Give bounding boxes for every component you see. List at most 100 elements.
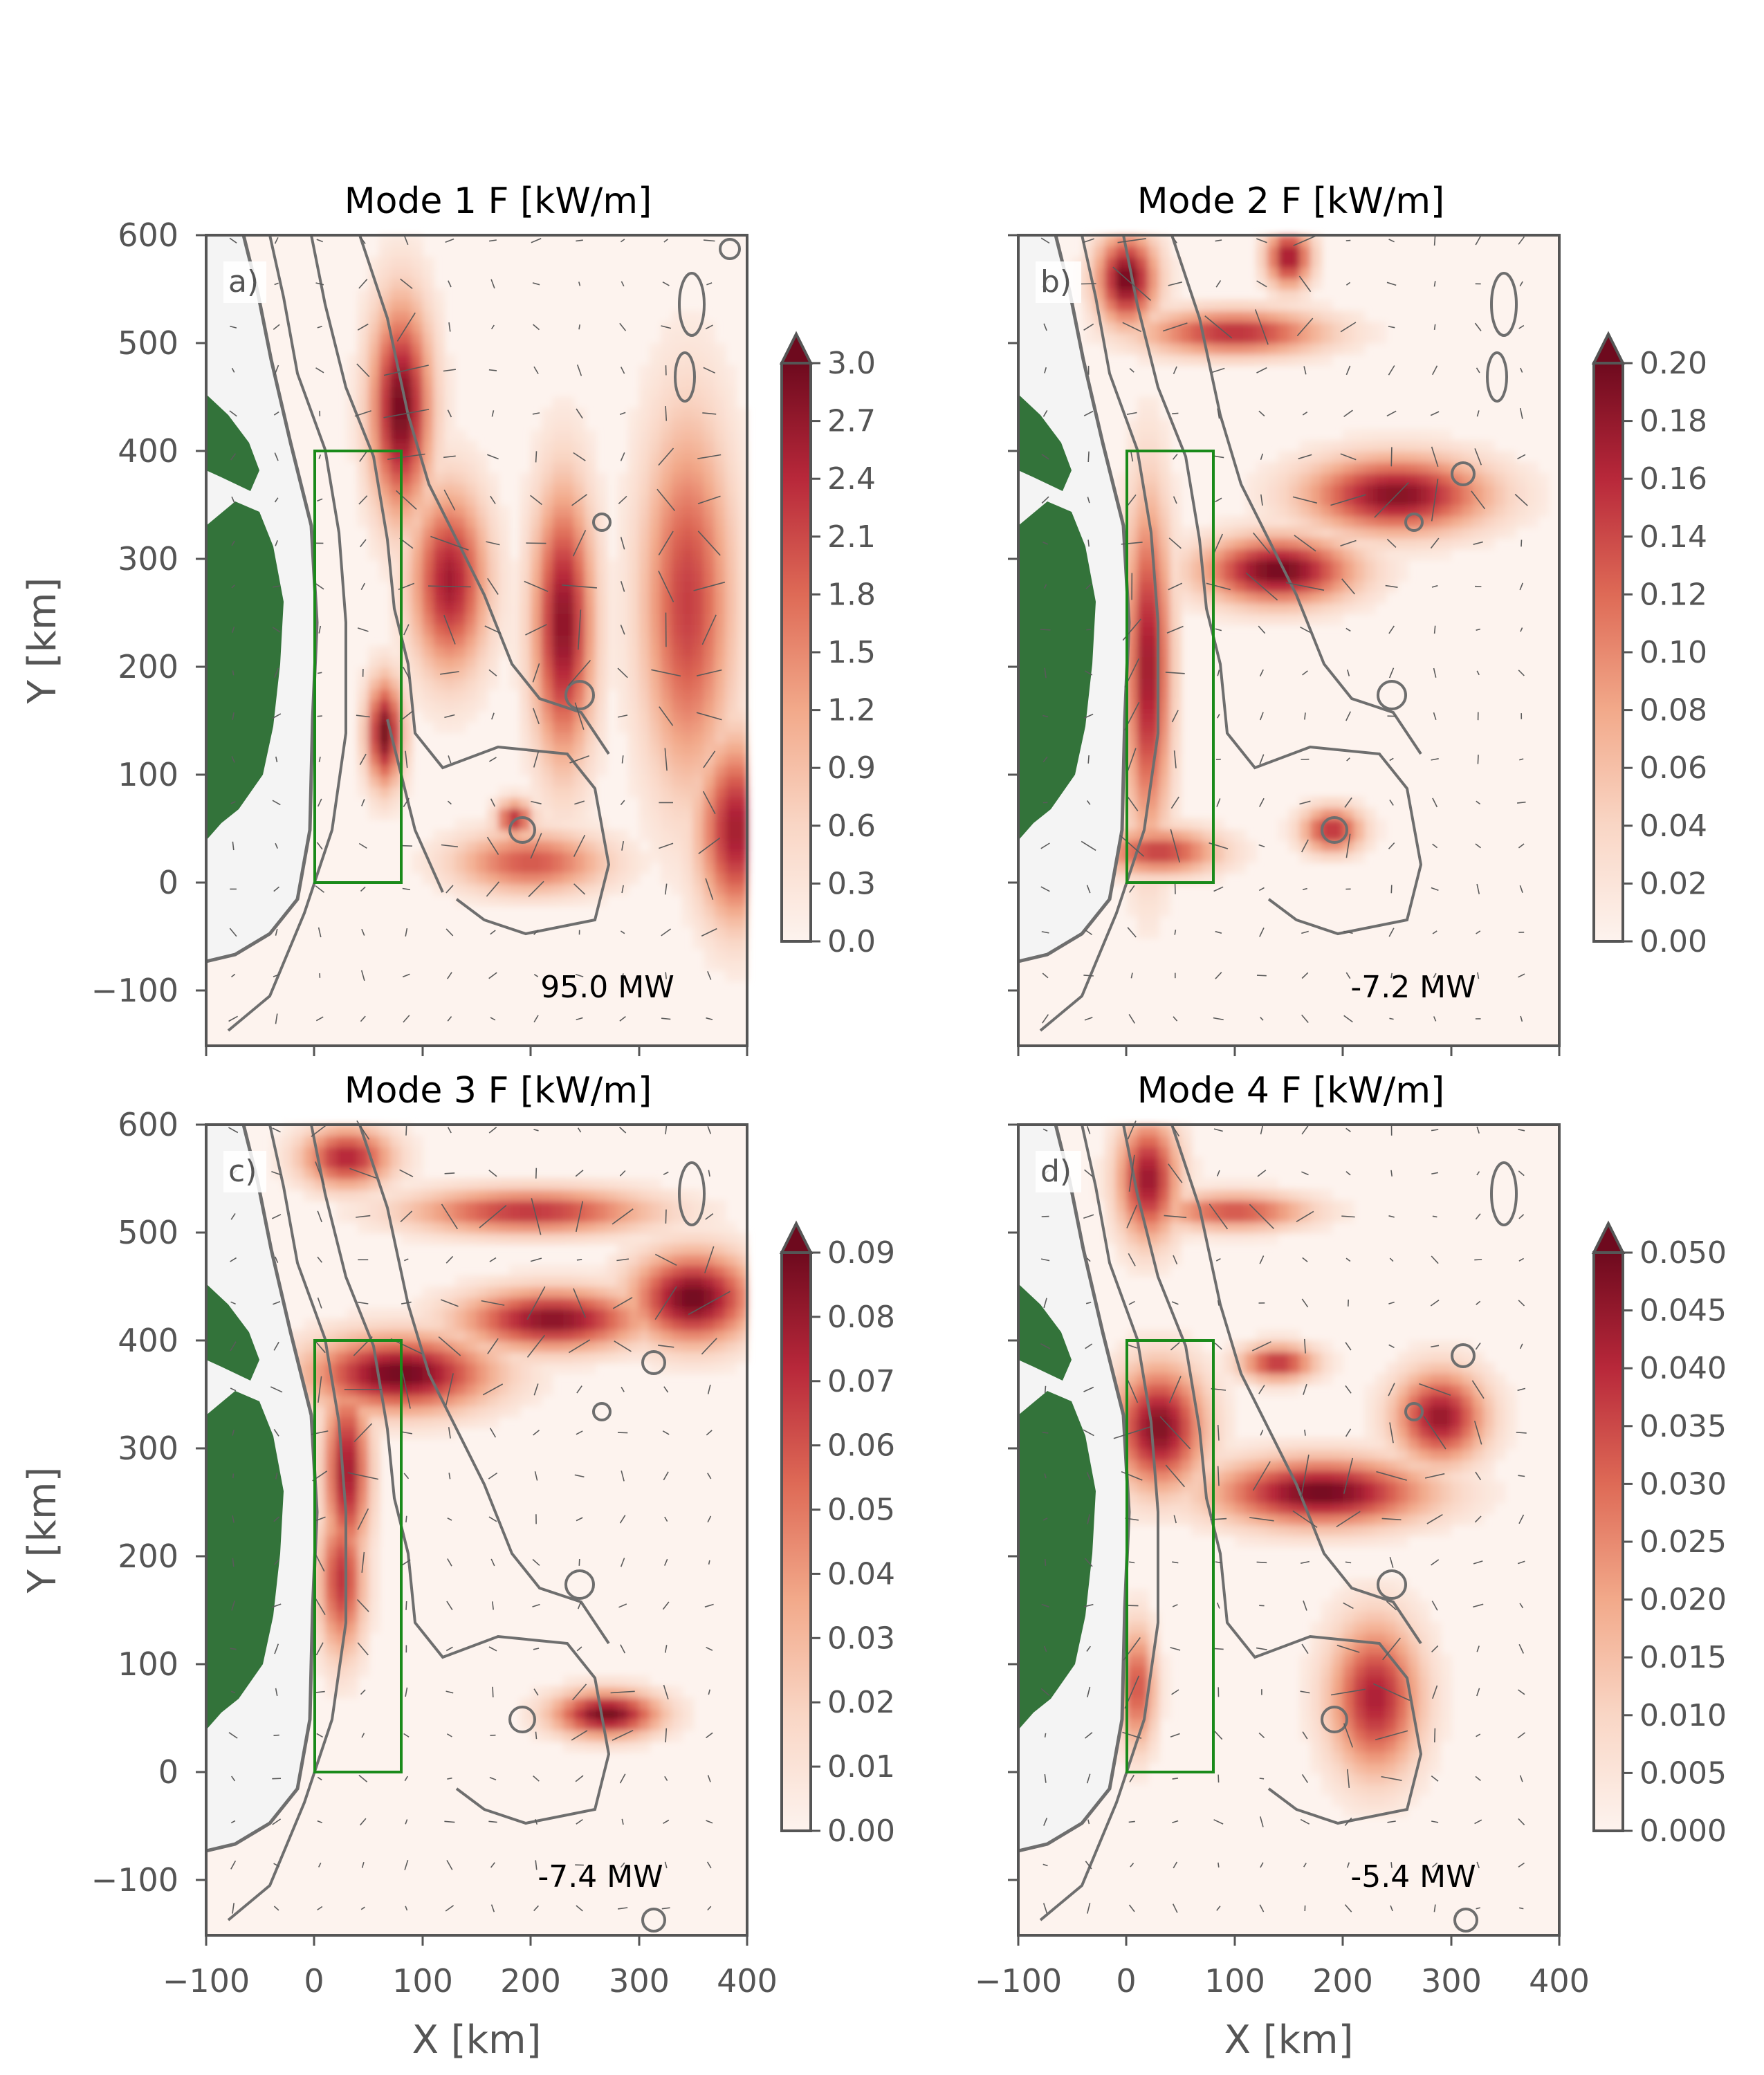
heat-cell — [389, 1319, 402, 1331]
flux-vector — [488, 972, 497, 979]
heat-cell — [1126, 343, 1138, 355]
heat-cell — [1364, 451, 1376, 463]
heat-cell — [552, 1286, 564, 1298]
heat-cell — [650, 537, 661, 549]
heat-cell — [454, 873, 467, 885]
flux-vector — [1041, 454, 1049, 460]
heat-cell — [1137, 1125, 1149, 1136]
heat-cell — [650, 1233, 661, 1244]
heat-cell — [552, 613, 564, 625]
heat-cell — [1180, 537, 1192, 549]
heat-cell — [1191, 602, 1203, 614]
heat-cell — [671, 840, 683, 852]
heat-cell — [1332, 472, 1343, 485]
heat-cell — [617, 721, 629, 733]
heat-cell — [1224, 1394, 1235, 1407]
heat-cell — [1462, 451, 1473, 463]
heat-cell — [1202, 1416, 1214, 1428]
heat-cell — [444, 851, 456, 863]
heat-cell — [736, 537, 748, 549]
heat-cell — [336, 1362, 348, 1374]
heat-cell — [368, 1600, 380, 1612]
heat-cell — [1180, 602, 1192, 614]
heat-cell — [454, 678, 467, 690]
heat-cell — [1332, 462, 1343, 474]
panel-c-label: c) — [228, 1154, 257, 1189]
heat-cell — [573, 1719, 586, 1731]
heat-cell — [498, 1286, 510, 1298]
heat-cell — [1105, 1146, 1117, 1158]
heat-cell — [638, 1243, 650, 1255]
heat-cell — [444, 548, 456, 560]
flux-vector — [230, 1301, 236, 1305]
heat-cell — [552, 840, 564, 852]
panel-b-colorbar: 0.000.020.040.060.080.100.120.140.160.18… — [1591, 331, 1707, 959]
flux-vector — [1044, 367, 1047, 374]
flux-vector — [448, 322, 451, 332]
heat-cell — [1148, 1373, 1160, 1385]
flux-vector — [318, 1376, 322, 1403]
heat-cell — [660, 764, 672, 777]
heat-cell — [736, 1265, 748, 1277]
heat-cell — [1353, 332, 1366, 344]
flux-vector — [572, 530, 587, 557]
heat-cell — [628, 689, 640, 701]
flux-vector — [1213, 533, 1224, 553]
heat-cell — [682, 873, 694, 885]
flux-vector — [1385, 584, 1398, 588]
heat-cell — [368, 548, 380, 560]
heat-cell — [671, 602, 683, 614]
flux-vector — [1206, 582, 1231, 591]
heat-cell — [477, 495, 488, 506]
heat-cell — [347, 1416, 358, 1428]
heat-cell — [1159, 451, 1170, 463]
heat-cell — [1148, 1135, 1160, 1147]
heat-cell — [650, 1200, 661, 1212]
panel-a-seamount-1 — [564, 680, 595, 710]
flux-vector — [530, 495, 542, 506]
heat-cell — [1408, 516, 1420, 528]
heat-cell — [715, 840, 726, 852]
heat-cell — [433, 699, 445, 712]
heat-cell — [368, 418, 380, 431]
heat-cell — [389, 430, 402, 441]
heat-cell — [1278, 332, 1289, 344]
heat-cell — [1159, 1459, 1170, 1471]
flux-vector — [396, 312, 416, 342]
heat-cell — [725, 883, 737, 895]
heat-cell — [422, 656, 434, 668]
heat-cell — [1397, 430, 1408, 441]
heat-cell — [1234, 851, 1247, 863]
heat-cell — [1213, 548, 1224, 560]
heat-cell — [531, 1329, 542, 1342]
flux-vector — [275, 1473, 278, 1479]
heat-cell — [1137, 1740, 1149, 1753]
y-axis-label: Y [km] — [20, 1467, 65, 1594]
flux-vector — [232, 1558, 235, 1567]
heat-cell — [736, 775, 748, 787]
heat-cell — [282, 1135, 293, 1147]
heat-cell — [347, 1492, 358, 1504]
heat-cell — [541, 764, 553, 777]
heat-cell — [692, 797, 705, 809]
heat-cell — [1180, 343, 1192, 355]
heat-cell — [1472, 516, 1485, 528]
heat-cell — [433, 1298, 445, 1309]
flux-vector — [272, 1818, 282, 1825]
heat-cell — [1245, 570, 1257, 582]
heat-cell — [1234, 332, 1247, 344]
heat-cell — [531, 775, 542, 787]
heat-cell — [1267, 289, 1279, 301]
heat-cell — [433, 1233, 445, 1244]
heat-cell — [1505, 472, 1517, 485]
heat-cell — [1332, 591, 1343, 604]
heat-cell — [660, 678, 672, 690]
heat-cell — [1170, 332, 1182, 344]
heat-cell — [671, 1686, 683, 1698]
heat-cell — [1170, 689, 1182, 701]
heat-cell — [412, 418, 423, 431]
heat-cell — [704, 332, 715, 344]
heat-cell — [1332, 797, 1343, 809]
heat-cell — [671, 516, 683, 528]
x-axis-label: X [km] — [412, 2018, 542, 2063]
